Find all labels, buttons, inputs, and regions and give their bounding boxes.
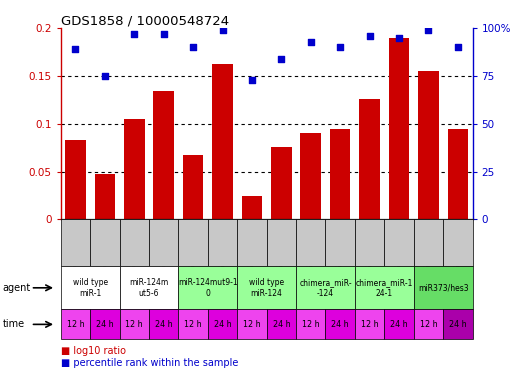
Text: ■ percentile rank within the sample: ■ percentile rank within the sample [61,357,238,368]
Bar [271,147,291,219]
Text: chimera_miR-
-124: chimera_miR- -124 [299,278,352,297]
Text: 24 h: 24 h [96,320,114,329]
Text: 24 h: 24 h [449,320,467,329]
Text: 12 h: 12 h [420,320,437,329]
Point [159,31,168,37]
Point [130,31,138,37]
Text: miR373/hes3: miR373/hes3 [418,284,468,292]
Text: 12 h: 12 h [243,320,261,329]
Text: GDS1858 / 10000548724: GDS1858 / 10000548724 [61,15,229,28]
Point [71,46,80,52]
Text: chimera_miR-1
24-1: chimera_miR-1 24-1 [356,278,413,297]
Text: 12 h: 12 h [67,320,84,329]
Point [189,44,197,50]
Point [307,39,315,45]
Text: 24 h: 24 h [332,320,349,329]
Bar [300,134,321,219]
Point [365,33,374,39]
Text: agent: agent [3,283,31,293]
Text: 12 h: 12 h [361,320,379,329]
Point [248,77,256,83]
Bar [242,196,262,219]
Text: miR-124m
ut5-6: miR-124m ut5-6 [129,278,168,297]
Text: 12 h: 12 h [302,320,319,329]
Point [101,73,109,79]
Text: ■ log10 ratio: ■ log10 ratio [61,346,126,356]
Bar [359,99,380,219]
Text: wild type
miR-124: wild type miR-124 [249,278,284,297]
Bar [95,174,115,219]
Point [218,27,227,33]
Bar [418,71,439,219]
Point [454,44,462,50]
Bar [212,63,233,219]
Bar [389,38,409,219]
Bar [124,119,145,219]
Text: time: time [3,320,25,329]
Text: 12 h: 12 h [184,320,202,329]
Bar [330,129,351,219]
Bar [65,140,86,219]
Text: 12 h: 12 h [126,320,143,329]
Point [395,35,403,41]
Point [277,56,286,62]
Text: 24 h: 24 h [390,320,408,329]
Point [424,27,432,33]
Text: 24 h: 24 h [272,320,290,329]
Point [336,44,344,50]
Bar [448,129,468,219]
Text: 24 h: 24 h [214,320,231,329]
Text: miR-124mut9-1
0: miR-124mut9-1 0 [178,278,238,297]
Text: 24 h: 24 h [155,320,173,329]
Text: wild type
miR-1: wild type miR-1 [72,278,108,297]
Bar [154,91,174,219]
Bar [183,155,203,219]
